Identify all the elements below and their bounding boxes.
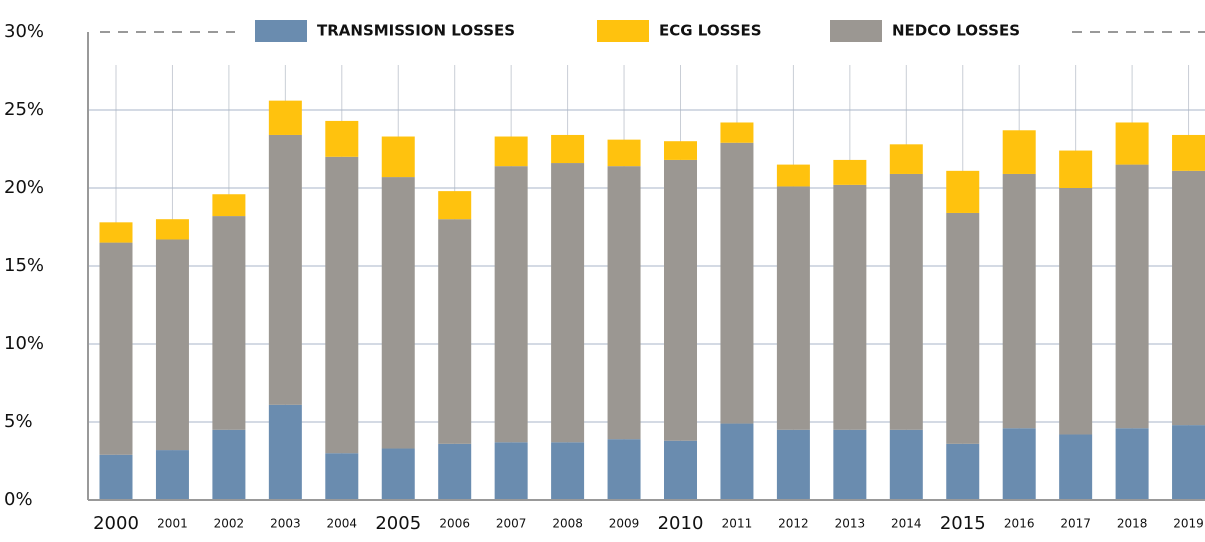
x-tick-label: 2014 (891, 517, 922, 531)
bar-segment (720, 142, 754, 424)
bar-segment (776, 429, 810, 500)
y-tick-label: 25% (4, 99, 44, 120)
bar-segment (946, 212, 980, 444)
bar-segment (776, 186, 810, 430)
bar-segment (438, 443, 472, 500)
bar-segment (1059, 188, 1093, 435)
x-tick-label: 2011 (722, 517, 753, 531)
x-tick-label: 2008 (552, 517, 583, 531)
bar-segment (946, 170, 980, 213)
bar-segment (607, 166, 641, 440)
bar-segment (607, 139, 641, 167)
x-tick-label: 2007 (496, 517, 527, 531)
bar-segment (268, 134, 302, 405)
bar-segment (1059, 434, 1093, 500)
x-tick-label: 2016 (1004, 517, 1035, 531)
bar-segment (551, 134, 585, 164)
legend-swatch (255, 20, 307, 42)
y-tick-label: 15% (4, 255, 44, 276)
bar-segment (833, 159, 867, 185)
bar-segment (1115, 122, 1149, 165)
x-tick-label: 2019 (1173, 517, 1204, 531)
bar-segment (889, 429, 923, 500)
bar-segment (720, 423, 754, 500)
x-tick-label: 2005 (375, 513, 421, 534)
x-tick-label: 2002 (214, 517, 245, 531)
bar-segment (551, 442, 585, 500)
bar-segment (381, 136, 415, 178)
bar-segment (325, 453, 359, 500)
y-tick-label: 10% (4, 333, 44, 354)
x-tick-label: 2018 (1117, 517, 1148, 531)
bar-segment (1002, 173, 1036, 429)
bar-segment (1172, 425, 1205, 500)
bar-segment (268, 100, 302, 135)
bar-segment (155, 219, 189, 240)
bar-segment (889, 144, 923, 174)
bar-segment (325, 120, 359, 157)
y-tick-label: 0% (4, 489, 33, 510)
bar-segment (776, 164, 810, 187)
bar-segment (212, 216, 246, 430)
bar-segment (664, 159, 697, 441)
bar-segment (607, 439, 641, 500)
bar-segment (664, 440, 697, 500)
bar-segment (833, 429, 867, 500)
legend-swatch (830, 20, 882, 42)
x-tick-label: 2010 (658, 513, 704, 534)
y-tick-label: 30% (4, 21, 44, 42)
bar-segment (381, 177, 415, 449)
legend-label: ECG LOSSES (659, 22, 762, 40)
bar-segment (381, 448, 415, 500)
bar-segment (494, 136, 528, 167)
bar-segment (99, 242, 133, 455)
x-tick-label: 2001 (157, 517, 188, 531)
bar-segment (438, 191, 472, 220)
x-tick-label: 2012 (778, 517, 809, 531)
bar-segment (1115, 428, 1149, 500)
bar-segment (833, 184, 867, 430)
x-tick-label: 2015 (940, 513, 986, 534)
y-tick-label: 20% (4, 177, 44, 198)
x-tick-label: 2009 (609, 517, 640, 531)
bar-segment (551, 163, 585, 443)
bar-segment (1059, 150, 1093, 188)
bar-segment (155, 239, 189, 451)
bar-segment (1172, 170, 1205, 426)
x-tick-label: 2006 (439, 517, 470, 531)
legend-swatch (597, 20, 649, 42)
bar-segment (1002, 130, 1036, 174)
bar-segment (946, 443, 980, 500)
bar-segment (155, 450, 189, 500)
bar-segment (720, 122, 754, 143)
bar-segment (268, 404, 302, 500)
bar-segment (494, 442, 528, 500)
x-tick-label: 2004 (327, 517, 358, 531)
bar-segment (1002, 428, 1036, 500)
x-tick-label: 2000 (93, 513, 139, 534)
bar-segment (212, 194, 246, 217)
legend-label: NEDCO LOSSES (892, 22, 1020, 40)
bar-segment (494, 166, 528, 443)
bar-segment (889, 173, 923, 430)
x-tick-label: 2003 (270, 517, 301, 531)
legend-background (235, 14, 1065, 48)
bar-segment (664, 141, 697, 160)
bar-segment (212, 429, 246, 500)
bar-segment (438, 219, 472, 444)
y-tick-label: 5% (4, 411, 33, 432)
bar-segment (99, 454, 133, 500)
bar-segment (325, 156, 359, 454)
bar-segment (99, 222, 133, 243)
legend-label: TRANSMISSION LOSSES (317, 22, 515, 40)
bar-segment (1115, 164, 1149, 429)
x-tick-label: 2013 (835, 517, 866, 531)
x-tick-label: 2017 (1060, 517, 1091, 531)
bar-segment (1172, 134, 1205, 171)
